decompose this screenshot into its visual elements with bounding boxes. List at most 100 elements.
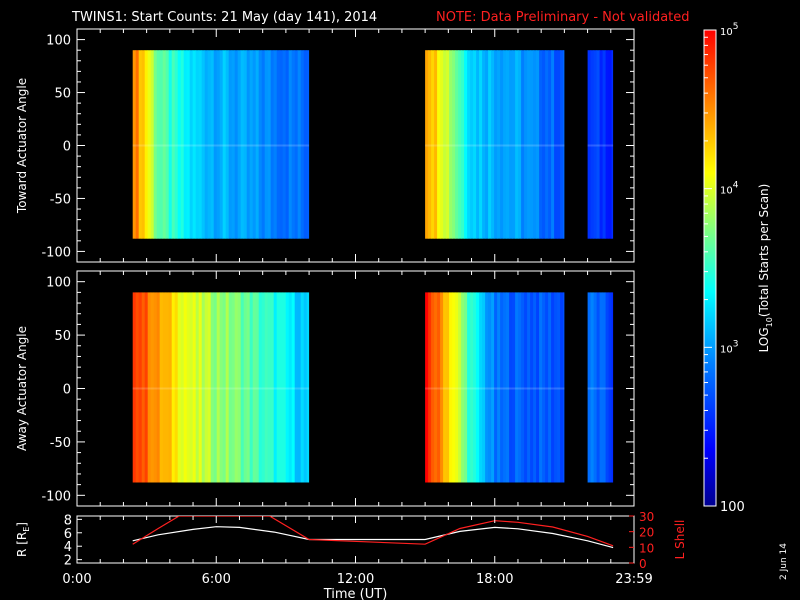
data-block (132, 50, 310, 239)
heatmap-column (270, 50, 275, 239)
heatmap-column (536, 292, 540, 483)
colorbar-tick-label: 105 (720, 22, 738, 38)
heatmap-column (533, 50, 537, 239)
y-tick-label: -50 (50, 192, 71, 207)
data-block (132, 292, 310, 483)
heatmap-column (276, 292, 281, 483)
heatmap-column (303, 292, 308, 483)
heatmap-column (141, 50, 146, 239)
heatmap-column (560, 50, 564, 239)
y-tick-label: -100 (41, 489, 71, 504)
heatmap-column (150, 50, 155, 239)
y-axis-label: Toward Actuator Angle (15, 78, 29, 214)
away-angle-spectrogram-panel: 100 50 0 -50 -100 Away Actuator Angle (15, 270, 635, 507)
x-tick-label: 12:00 (337, 572, 374, 587)
y-right-tick-label: 10 (639, 541, 654, 555)
heatmap-column (288, 50, 293, 239)
y-tick-label: 50 (54, 329, 71, 344)
heatmap-column (300, 50, 305, 239)
y-left-tick-label: 2 (64, 554, 72, 569)
heatmap-column (165, 50, 170, 239)
heatmap-column (228, 292, 233, 483)
y-tick-label: 100 (46, 34, 71, 49)
r-earth-series-line (132, 526, 614, 549)
heatmap-column (240, 292, 245, 483)
heatmap-column (249, 292, 254, 483)
heatmap-column (473, 50, 477, 239)
heatmap-column (219, 292, 224, 483)
heatmap-column (458, 292, 462, 483)
colorbar-tick-label: 103 (720, 339, 738, 355)
zero-angle-streak (132, 387, 310, 390)
heatmap-column (216, 292, 221, 483)
heatmap-column (285, 292, 290, 483)
l-shell-series-line (132, 516, 614, 547)
heatmap-column (153, 50, 158, 239)
heatmap-column (554, 292, 558, 483)
heatmap-column (165, 292, 170, 483)
heatmap-column (458, 50, 462, 239)
heatmap-column (174, 292, 179, 483)
heatmap-column (428, 50, 432, 239)
heatmap-column (488, 50, 492, 239)
heatmap-column (168, 292, 173, 483)
heatmap-column (159, 292, 164, 483)
y-left-axis-label: R [RE] (15, 522, 31, 557)
y-left-tick-label: 4 (64, 540, 72, 555)
heatmap-column (557, 50, 561, 239)
figure-title: TWINS1: Start Counts: 21 May (day 141), … (71, 10, 377, 25)
colorbar-label: LOG10(Total Starts per Scan) (757, 184, 774, 353)
heatmap-column (479, 292, 483, 483)
heatmap-column (201, 50, 206, 239)
heatmap-column (297, 50, 302, 239)
y-tick-label: -100 (41, 245, 71, 260)
heatmap-column (437, 292, 441, 483)
heatmap-column (279, 50, 284, 239)
heatmap-column (180, 292, 185, 483)
heatmap-column (147, 50, 152, 239)
zero-angle-streak (587, 144, 614, 147)
heatmap-column (539, 292, 543, 483)
heatmap-column (449, 292, 453, 483)
heatmap-column (470, 50, 474, 239)
y-right-tick-label: 0 (639, 557, 647, 571)
heatmap-column (261, 50, 266, 239)
data-block (587, 292, 614, 483)
heatmap-column (231, 50, 236, 239)
toward-angle-spectrogram-panel: 100 50 0 -50 -100 Toward Actuator Angle (15, 28, 635, 263)
heatmap-column (524, 292, 528, 483)
heatmap-column (536, 50, 540, 239)
heatmap-column (506, 292, 510, 483)
heatmap-column (611, 50, 614, 239)
heatmap-column (539, 50, 543, 239)
heatmap-column (303, 50, 308, 239)
y-axis-label: Away Actuator Angle (15, 326, 29, 451)
zero-angle-streak (132, 144, 310, 147)
heatmap-column (135, 292, 140, 483)
heatmap-column (249, 50, 254, 239)
heatmap-column (491, 50, 495, 239)
colorbar-tick-label: 100 (720, 500, 745, 515)
heatmap-column (147, 292, 152, 483)
heatmap-column (267, 50, 272, 239)
heatmap-column (267, 292, 272, 483)
heatmap-column (132, 292, 137, 483)
heatmap-column (533, 292, 537, 483)
heatmap-column (201, 292, 206, 483)
heatmap-column (270, 292, 275, 483)
heatmap-column (204, 292, 209, 483)
heatmap-column (243, 292, 248, 483)
heatmap-column (216, 50, 221, 239)
heatmap-column (506, 50, 510, 239)
heatmap-column (491, 292, 495, 483)
y-left-tick-label: 8 (64, 513, 72, 528)
heatmap-column (476, 292, 480, 483)
heatmap-column (530, 50, 534, 239)
heatmap-column (545, 50, 549, 239)
date-stamp: 2 Jun 14 (779, 543, 789, 580)
heatmap-column (219, 50, 224, 239)
heatmap-column (527, 292, 531, 483)
heatmap-column (306, 50, 310, 239)
colorbar-scale (703, 29, 717, 507)
heatmap-column (258, 292, 263, 483)
